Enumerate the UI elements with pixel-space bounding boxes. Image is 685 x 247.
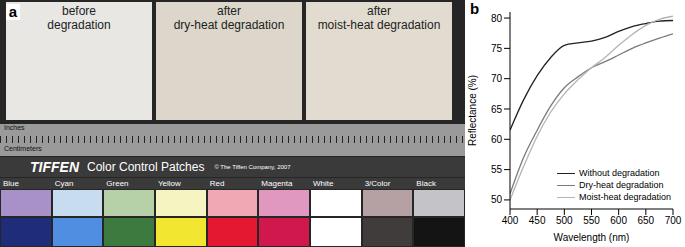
svg-text:700: 700 [665,215,682,226]
svg-text:450: 450 [529,215,546,226]
html-text:Without degradation: Without degradation [578,168,660,178]
html-text:© The Tiffen Company, 2007: © The Tiffen Company, 2007 [214,164,291,170]
svg-text:75: 75 [491,43,503,54]
html-text:Cyan: Cyan [54,179,74,188]
html-text:Centimeters: Centimeters [4,145,42,152]
html-text:TIFFEN: TIFFEN [30,159,79,175]
svg-text:600: 600 [610,215,627,226]
html-text:3/Color: 3/Color [364,179,391,188]
html-text:b: b [470,0,480,17]
svg-text:550: 550 [583,215,600,226]
svg-text:650: 650 [637,215,654,226]
html-text:Black: Black [416,179,436,188]
html-text:Green: Green [106,179,129,188]
svg-text:400: 400 [502,215,519,226]
html-text:Moist-heat degradation: Moist-heat degradation [578,192,671,202]
svg-text:80: 80 [491,13,503,24]
svg-text:60: 60 [491,134,503,145]
html-text:White: White [313,179,334,188]
html-text:degradation: degradation [47,18,111,32]
html-text:before: before [62,4,96,18]
html-text:Blue: Blue [3,179,19,188]
html-text:Magenta: Magenta [261,179,293,188]
svg-text:Wavelength (nm): Wavelength (nm) [554,232,630,243]
svg-text:50: 50 [491,194,503,205]
html-text:a: a [8,3,18,20]
html-text:after: after [217,4,241,18]
html-text:Inches: Inches [4,124,25,131]
svg-text:Reflectance (%): Reflectance (%) [467,75,478,146]
html-text:Dry-heat degradation: Dry-heat degradation [578,180,664,190]
html-text:after: after [367,4,391,18]
svg-text:70: 70 [491,73,503,84]
html-text:dry-heat degradation: dry-heat degradation [173,18,285,32]
svg-text:500: 500 [556,215,573,226]
html-text:Yellow: Yellow [158,179,181,188]
svg-text:65: 65 [491,104,503,115]
svg-text:55: 55 [491,164,503,175]
html-text:Red: Red [209,179,225,188]
html-text:Color Control Patches: Color Control Patches [87,160,205,174]
html-text:moist-heat degradation: moist-heat degradation [317,18,441,32]
